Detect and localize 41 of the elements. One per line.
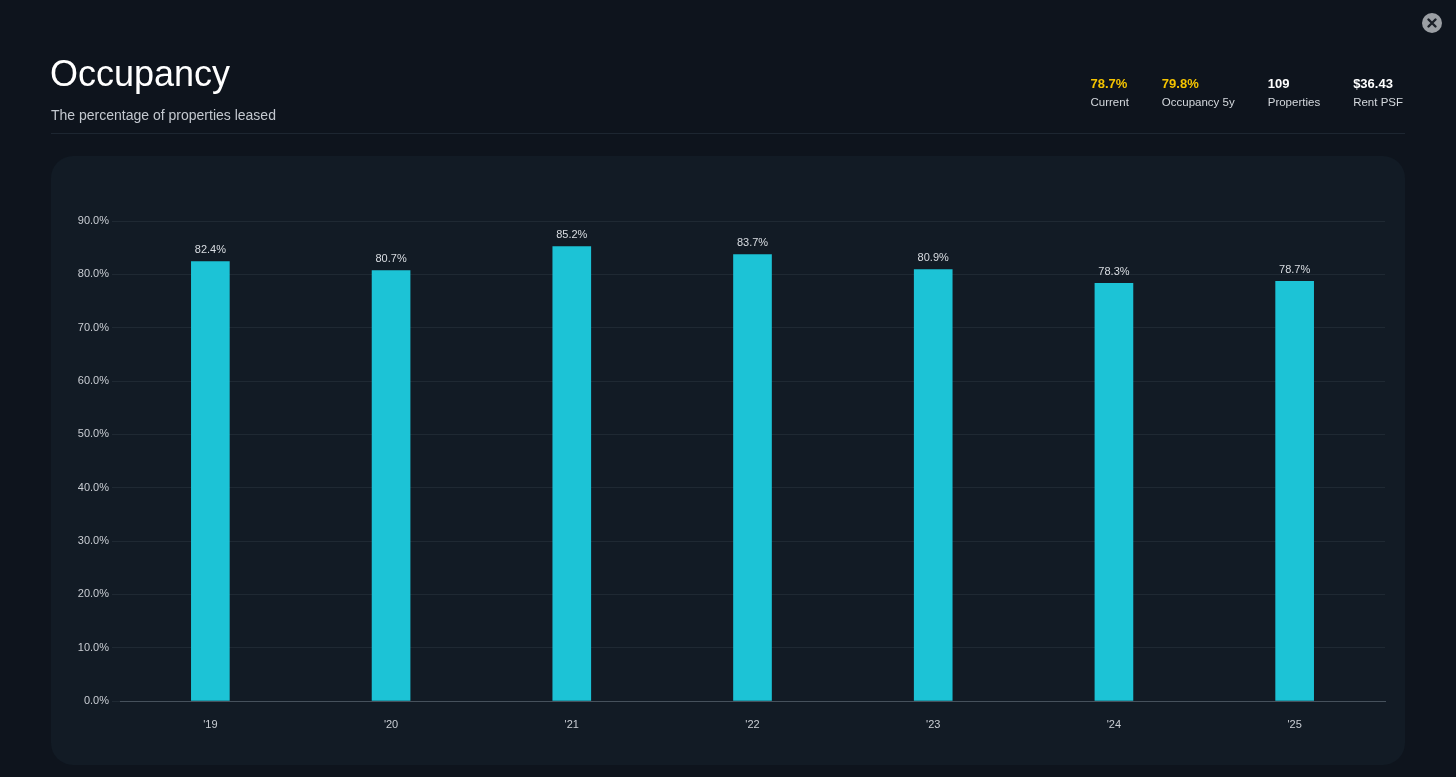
- text: Occupancy 5y: [1161, 95, 1235, 110]
- y-tick-label: 40.0%: [77, 480, 110, 493]
- bar: [1275, 280, 1314, 701]
- chart-title: Occupancy: [50, 52, 231, 96]
- x-tick-label: '24: [1106, 717, 1122, 730]
- x-tick-label: '21: [564, 717, 579, 730]
- data-label: 85.2%: [556, 228, 588, 241]
- x-tick-label: '22: [745, 717, 760, 730]
- y-tick-label: 60.0%: [77, 374, 110, 387]
- bar: [371, 270, 411, 701]
- y-tick-label: 50.0%: [77, 427, 110, 440]
- text: 109: [1267, 76, 1291, 92]
- x-tick-label: '20: [383, 717, 399, 730]
- text: Current: [1090, 95, 1129, 110]
- y-tick-label: 20.0%: [77, 587, 110, 600]
- y-tick-label: 10.0%: [77, 640, 110, 653]
- text: Properties: [1267, 95, 1321, 110]
- y-tick-label: 30.0%: [77, 534, 110, 547]
- text: $36.43: [1353, 76, 1394, 92]
- data-label: 80.7%: [375, 252, 407, 265]
- bar: [1094, 283, 1134, 701]
- data-label: 78.3%: [1098, 264, 1130, 277]
- data-label: 83.7%: [736, 236, 769, 249]
- data-label: 82.4%: [194, 243, 227, 256]
- text: 79.8%: [1161, 76, 1200, 92]
- bar: [552, 246, 592, 701]
- data-label: 80.9%: [917, 251, 950, 264]
- x-tick-label: '23: [926, 717, 941, 730]
- data-label: 78.7%: [1279, 262, 1311, 275]
- text: Rent PSF: [1353, 95, 1403, 110]
- chart-subtitle: The percentage of properties leased: [51, 106, 276, 124]
- y-tick-label: 70.0%: [77, 320, 110, 333]
- y-tick-label: 80.0%: [77, 267, 110, 280]
- y-tick-label: 0.0%: [83, 694, 110, 707]
- bar: [191, 261, 230, 701]
- bar: [913, 269, 953, 701]
- x-tick-label: '19: [203, 717, 218, 730]
- y-tick-label: 90.0%: [77, 214, 110, 227]
- x-tick-label: '25: [1287, 717, 1302, 730]
- bar: [733, 254, 772, 701]
- text: 78.7%: [1090, 76, 1129, 92]
